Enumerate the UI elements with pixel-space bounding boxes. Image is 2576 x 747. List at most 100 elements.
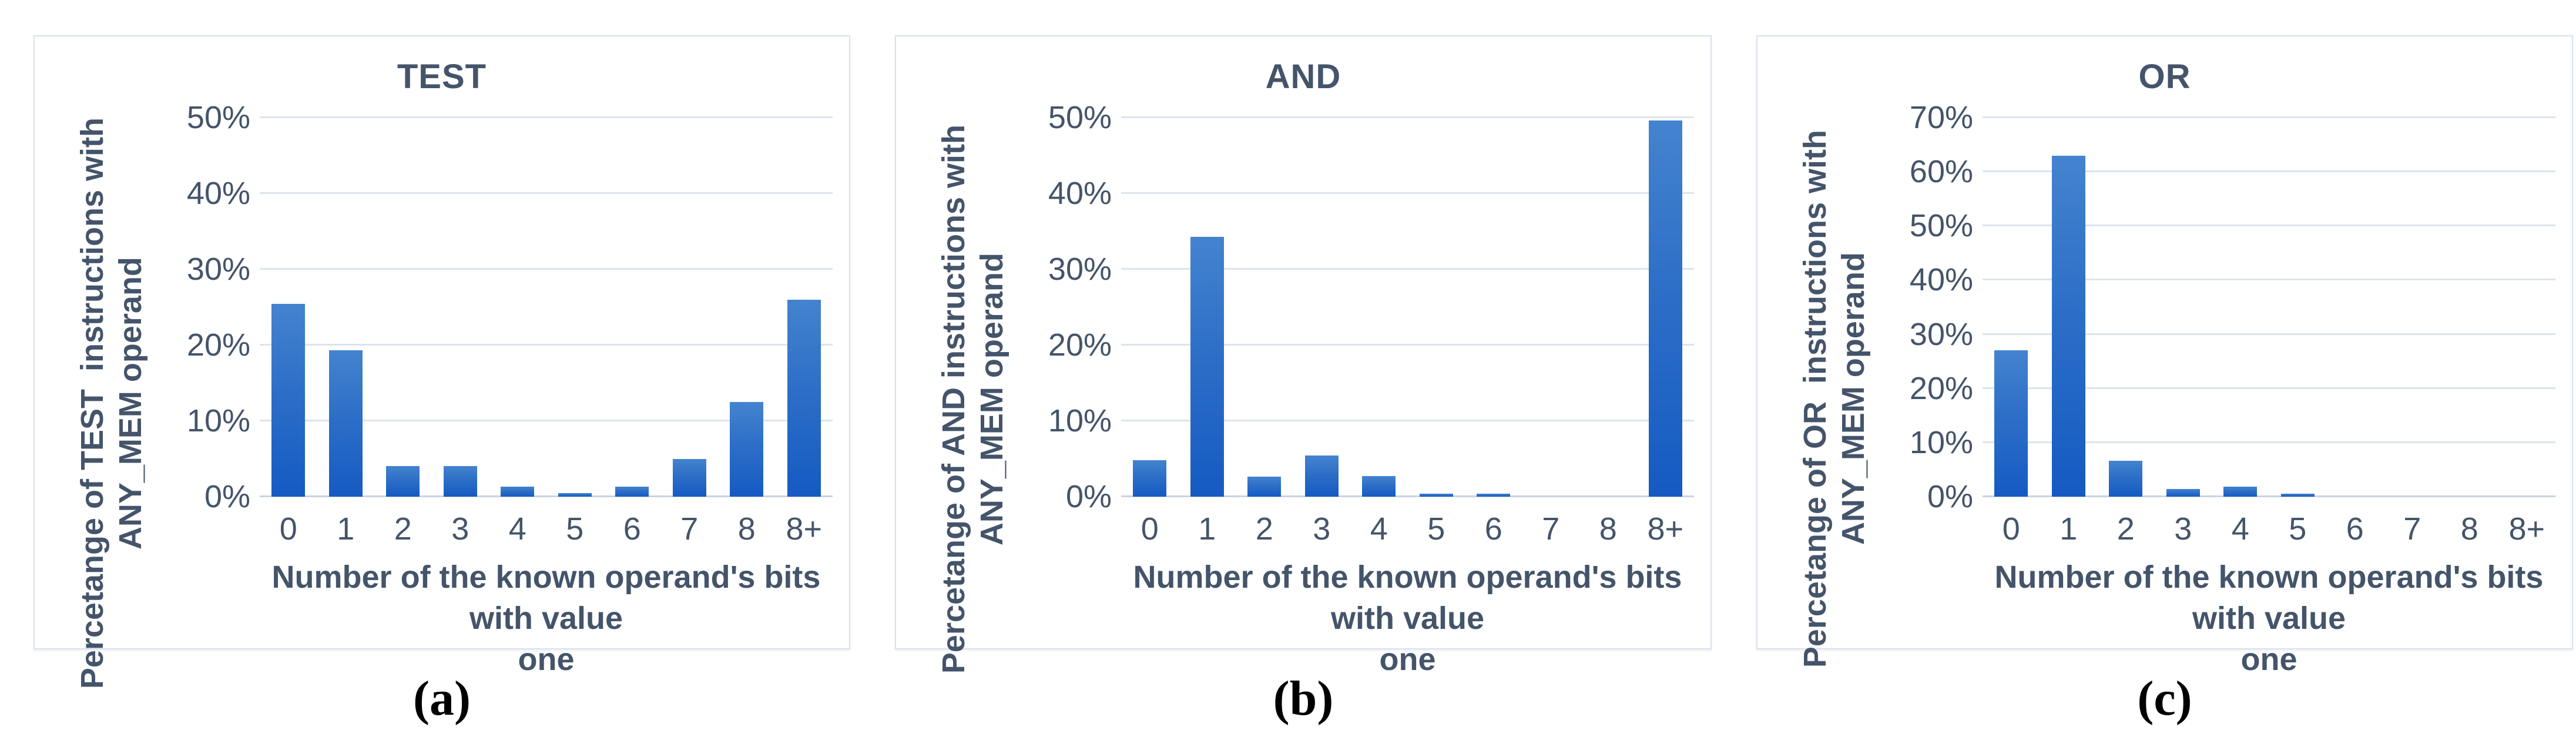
bar-1: [328, 350, 363, 497]
chart-body: Percetange of AND instructions with ANY_…: [907, 102, 1700, 681]
gridline: [1121, 420, 1694, 421]
bar-8+: [787, 299, 821, 497]
gridline: [1983, 279, 2555, 281]
x-tick-label: 7: [1542, 511, 1560, 547]
bar-1: [1190, 236, 1224, 497]
gridline: [1983, 333, 2555, 335]
x-tick-label: 3: [451, 511, 469, 547]
gridline: [1983, 387, 2555, 389]
bar-2: [2109, 461, 2143, 497]
x-tick-label: 8+: [2508, 511, 2545, 547]
bar-3: [2166, 489, 2200, 497]
x-tick-label: 5: [566, 511, 584, 547]
gridline: [1983, 441, 2555, 443]
bar-6: [615, 487, 649, 497]
y-axis-ticks: 0% 10% 20% 30% 40% 50%: [177, 102, 260, 512]
x-axis-title: Number of the known operand's bits with …: [1994, 560, 2544, 678]
y-axis-ticks: 0% 10% 20% 30% 40% 50% 60% 70%: [1900, 102, 1983, 512]
y-tick-label: 70%: [1909, 100, 1973, 135]
bar-slot-5: [2269, 118, 2327, 497]
bar-7: [672, 458, 706, 497]
x-tick-label: 7: [2403, 511, 2421, 547]
plot-column: 0% 10% 20% 30% 40% 50% 60% 70% 0 1 2 3 4 5 6 7 8 8+ Numb…: [1900, 102, 2561, 681]
y-tick-label: 20%: [1048, 327, 1112, 363]
plot-column: 0% 10% 20% 30% 40% 50% 0 1 2 3 4 5 6 7 8 8+ Number of …: [1039, 102, 1700, 681]
y-tick-label: 40%: [1048, 176, 1112, 211]
subfigure-caption-b: (b): [1273, 671, 1334, 726]
x-tick-label: 8: [2460, 511, 2478, 547]
x-tick-label: 6: [623, 511, 641, 547]
bars-layer: [1983, 118, 2555, 497]
y-tick-label: 20%: [186, 327, 250, 363]
y-tick-label: 20%: [1909, 370, 1973, 406]
y-axis-title: Percetange of OR instructions with ANY_M…: [1768, 118, 1900, 681]
bar-slot-8+: [2498, 118, 2556, 497]
y-axis-ticks: 0% 10% 20% 30% 40% 50%: [1039, 102, 1121, 512]
gridline: [1983, 116, 2555, 118]
gridline: [1121, 344, 1694, 346]
plot-row: 0% 10% 20% 30% 40% 50%: [1039, 102, 1700, 512]
bar-0: [1133, 460, 1167, 497]
y-tick-label: 50%: [1909, 208, 1973, 244]
y-axis-title-text: Percetange of OR instructions with ANY_M…: [1797, 130, 1871, 668]
bar-slot-8+: [1637, 118, 1695, 497]
x-axis-line: [1983, 495, 2555, 497]
x-tick-label: 8+: [786, 511, 823, 547]
bar-slot-1: [1179, 118, 1236, 497]
bar-slot-8: [718, 118, 776, 497]
bar-8: [730, 401, 764, 497]
chart-panel-or: OR Percetange of OR instructions with AN…: [1756, 35, 2573, 677]
bar-3: [443, 466, 477, 497]
x-tick-label: 0: [279, 511, 297, 547]
bar-0: [1994, 350, 2028, 497]
bar-slot-5: [1408, 118, 1465, 497]
x-axis-ticks: 0 1 2 3 4 5 6 7 8 8+: [1121, 510, 1694, 548]
x-tick-label: 1: [2060, 511, 2078, 547]
x-tick-label: 4: [508, 511, 526, 547]
bar-slot-4: [489, 118, 546, 497]
x-tick-label: 4: [2231, 511, 2249, 547]
y-axis-title: Percetange of AND instructions with ANY_…: [907, 118, 1039, 681]
x-tick-label: 0: [2002, 511, 2020, 547]
x-tick-label: 2: [2117, 511, 2135, 547]
x-tick-label: 5: [1427, 511, 1445, 547]
x-tick-label: 6: [1484, 511, 1502, 547]
bar-slot-7: [2384, 118, 2441, 497]
x-tick-label: 8: [1599, 511, 1617, 547]
bar-slot-1: [2040, 118, 2098, 497]
bar-5: [1419, 493, 1453, 497]
y-tick-label: 40%: [1909, 262, 1973, 298]
plot-area: [1121, 116, 1695, 497]
bar-slot-3: [2155, 118, 2212, 497]
y-tick-label: 50%: [1048, 100, 1112, 135]
bar-slot-4: [1350, 118, 1408, 497]
x-tick-label: 1: [1198, 511, 1216, 547]
gridline: [260, 192, 833, 194]
gridline: [1121, 116, 1694, 118]
bar-slot-7: [1522, 118, 1580, 497]
bar-slot-6: [2326, 118, 2384, 497]
bar-2: [386, 466, 420, 497]
gridline: [1983, 225, 2555, 227]
y-tick-label: 60%: [1909, 154, 1973, 190]
x-tick-label: 8: [737, 511, 756, 547]
x-tick-label: 2: [1255, 511, 1273, 547]
plot-area: [260, 116, 833, 497]
bar-0: [271, 304, 306, 497]
plot-column: 0% 10% 20% 30% 40% 50% 0 1 2 3 4 5 6 7 8 8+ Number of …: [177, 102, 838, 689]
bar-slot-6: [603, 118, 661, 497]
chart-body: Percetange of TEST instructions with ANY…: [45, 102, 838, 689]
bar-4: [2223, 487, 2258, 497]
bar-slot-0: [260, 118, 317, 497]
gridline: [260, 268, 833, 270]
chart-body: Percetange of OR instructions with ANY_M…: [1768, 102, 2561, 681]
x-tick-label: 3: [1313, 511, 1331, 547]
x-tick-label: 3: [2174, 511, 2192, 547]
bar-3: [1304, 455, 1339, 497]
x-axis-title: Number of the known operand's bits with …: [271, 560, 821, 678]
bar-1: [2051, 155, 2085, 497]
bar-8+: [1648, 120, 1682, 497]
chart-panel-and: AND Percetange of AND instructions with …: [895, 35, 1712, 677]
gridline: [1121, 192, 1694, 194]
